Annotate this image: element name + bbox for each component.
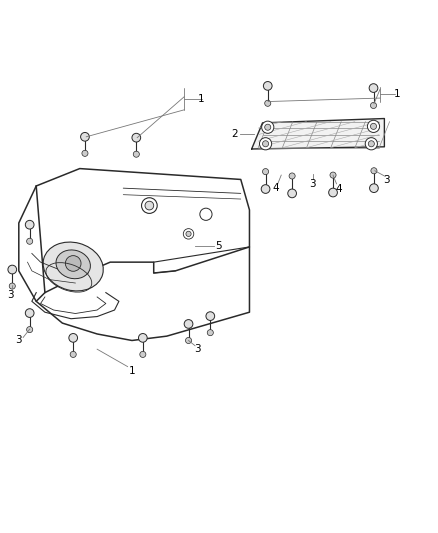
Circle shape [81,133,89,141]
Circle shape [265,124,271,130]
Circle shape [69,334,78,342]
Circle shape [206,312,215,320]
Circle shape [184,320,193,328]
Circle shape [369,84,378,92]
Circle shape [65,256,81,271]
Circle shape [261,121,274,133]
Circle shape [140,351,146,358]
Circle shape [265,100,271,107]
Circle shape [365,138,378,150]
Circle shape [132,133,141,142]
Text: 3: 3 [7,290,14,300]
Circle shape [368,141,374,147]
Circle shape [261,184,270,193]
Circle shape [371,168,377,174]
Circle shape [371,102,377,109]
Text: 5: 5 [215,240,223,251]
Circle shape [27,238,33,244]
Circle shape [200,208,212,220]
Text: 4: 4 [272,183,279,193]
Circle shape [259,138,272,150]
Circle shape [145,201,154,210]
Circle shape [370,184,378,192]
Circle shape [371,123,377,130]
Polygon shape [252,118,385,149]
Circle shape [186,231,191,237]
Text: 4: 4 [336,184,342,194]
Circle shape [25,309,34,318]
Circle shape [263,82,272,90]
Text: 3: 3 [309,179,316,189]
Circle shape [185,337,191,344]
Circle shape [9,283,15,289]
Circle shape [207,329,213,336]
Circle shape [184,229,194,239]
Text: 1: 1 [394,88,401,99]
Text: 2: 2 [231,129,237,139]
Text: 3: 3 [383,175,390,185]
Text: 1: 1 [198,94,205,104]
Circle shape [288,189,297,198]
Circle shape [328,188,337,197]
Circle shape [138,334,147,342]
Circle shape [289,173,295,179]
Circle shape [330,172,336,178]
Circle shape [27,327,33,333]
Circle shape [133,151,139,157]
Text: 3: 3 [194,344,201,354]
Text: 1: 1 [129,366,135,376]
Circle shape [82,150,88,156]
Circle shape [70,351,76,358]
Circle shape [367,120,380,133]
Text: 3: 3 [15,335,22,345]
Circle shape [8,265,17,274]
Ellipse shape [43,242,103,291]
Ellipse shape [56,250,90,279]
Circle shape [25,220,34,229]
Circle shape [262,168,268,175]
Circle shape [141,198,157,213]
Circle shape [262,141,268,147]
